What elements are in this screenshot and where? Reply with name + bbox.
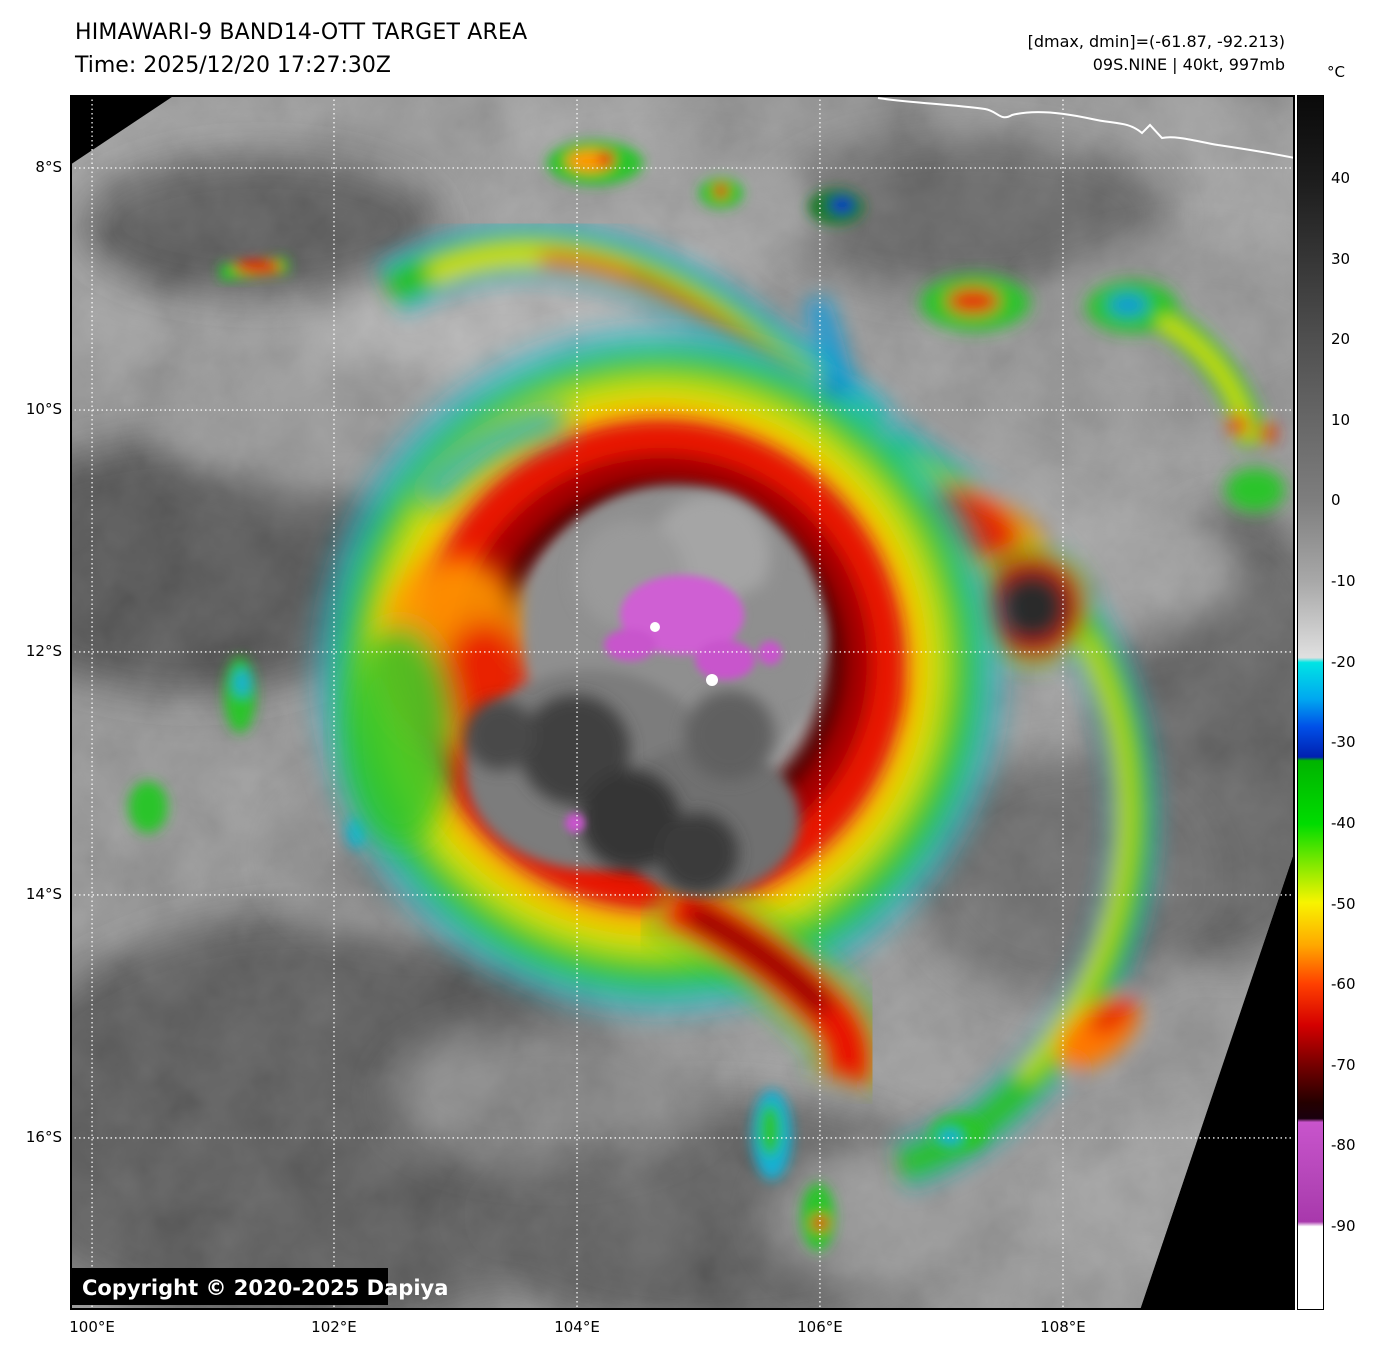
longitude-tick-label: 100°E: [69, 1318, 115, 1336]
longitude-tick-label: 108°E: [1040, 1318, 1086, 1336]
northern-small-cells: [219, 141, 864, 281]
colorbar-tick-label: -80: [1331, 1136, 1356, 1155]
satellite-map: Copyright © 2020-2025 Dapiya: [70, 95, 1295, 1310]
western-enhancement: [345, 405, 568, 845]
colorbar-tick-label: 40: [1331, 168, 1351, 187]
storm-info: 09S.NINE | 40kt, 997mb: [1092, 55, 1285, 74]
warm-spot-dot: [706, 674, 718, 686]
colorbar-tick-label: -60: [1331, 975, 1356, 994]
colorbar-tick-label: -70: [1331, 1055, 1356, 1074]
central-dense-overcast: [465, 485, 825, 895]
product-title: HIMAWARI-9 BAND14-OTT TARGET AREA: [75, 20, 528, 45]
satellite-data-region: [70, 95, 1295, 1310]
colorbar-tick-label: 20: [1331, 330, 1351, 349]
colorbar-tick-label: -50: [1331, 894, 1356, 913]
colorbar-tick-label: 0: [1331, 491, 1341, 510]
colorbar-tick-label: 10: [1331, 410, 1351, 429]
satellite-image: Copyright © 2020-2025 Dapiya: [70, 95, 1295, 1310]
coldest-cloud-tops: [565, 575, 782, 833]
colorbar-gradient: [1297, 95, 1324, 1310]
colorbar-unit-label: °C: [1327, 63, 1345, 81]
colorbar-tick-label: -20: [1331, 652, 1356, 671]
copyright-badge: Copyright © 2020-2025 Dapiya: [70, 1268, 448, 1305]
copyright-text: Copyright © 2020-2025 Dapiya: [82, 1276, 448, 1300]
product-time: Time: 2025/12/20 17:27:30Z: [75, 53, 391, 78]
dmax-dmin-readout: [dmax, dmin]=(-61.87, -92.213): [1027, 32, 1285, 51]
northeast-cells: [920, 275, 1285, 512]
longitude-tick-label: 106°E: [797, 1318, 843, 1336]
latitude-tick-label: 8°S: [35, 158, 62, 177]
southern-small-cells: [752, 1090, 986, 1251]
latitude-tick-label: 14°S: [25, 884, 62, 903]
colorbar-tick-label: -10: [1331, 572, 1356, 591]
colorbar-tick-label: 30: [1331, 249, 1351, 268]
latitude-tick-label: 12°S: [25, 641, 62, 660]
southern-tail: [640, 856, 896, 1097]
colorbar-tick-label: -90: [1331, 1217, 1356, 1236]
longitude-tick-label: 102°E: [311, 1318, 357, 1336]
latitude-tick-label: 16°S: [25, 1127, 62, 1146]
latlon-grid: [70, 95, 1295, 1310]
coastline: [877, 97, 1295, 159]
warm-spot-dot: [650, 622, 660, 632]
longitude-tick-label: 104°E: [554, 1318, 600, 1336]
latitude-tick-label: 10°S: [25, 400, 62, 419]
axes-frame: [70, 95, 1295, 1310]
colorbar-tick-label: -40: [1331, 813, 1356, 832]
colorbar-tick-label: -30: [1331, 733, 1356, 752]
